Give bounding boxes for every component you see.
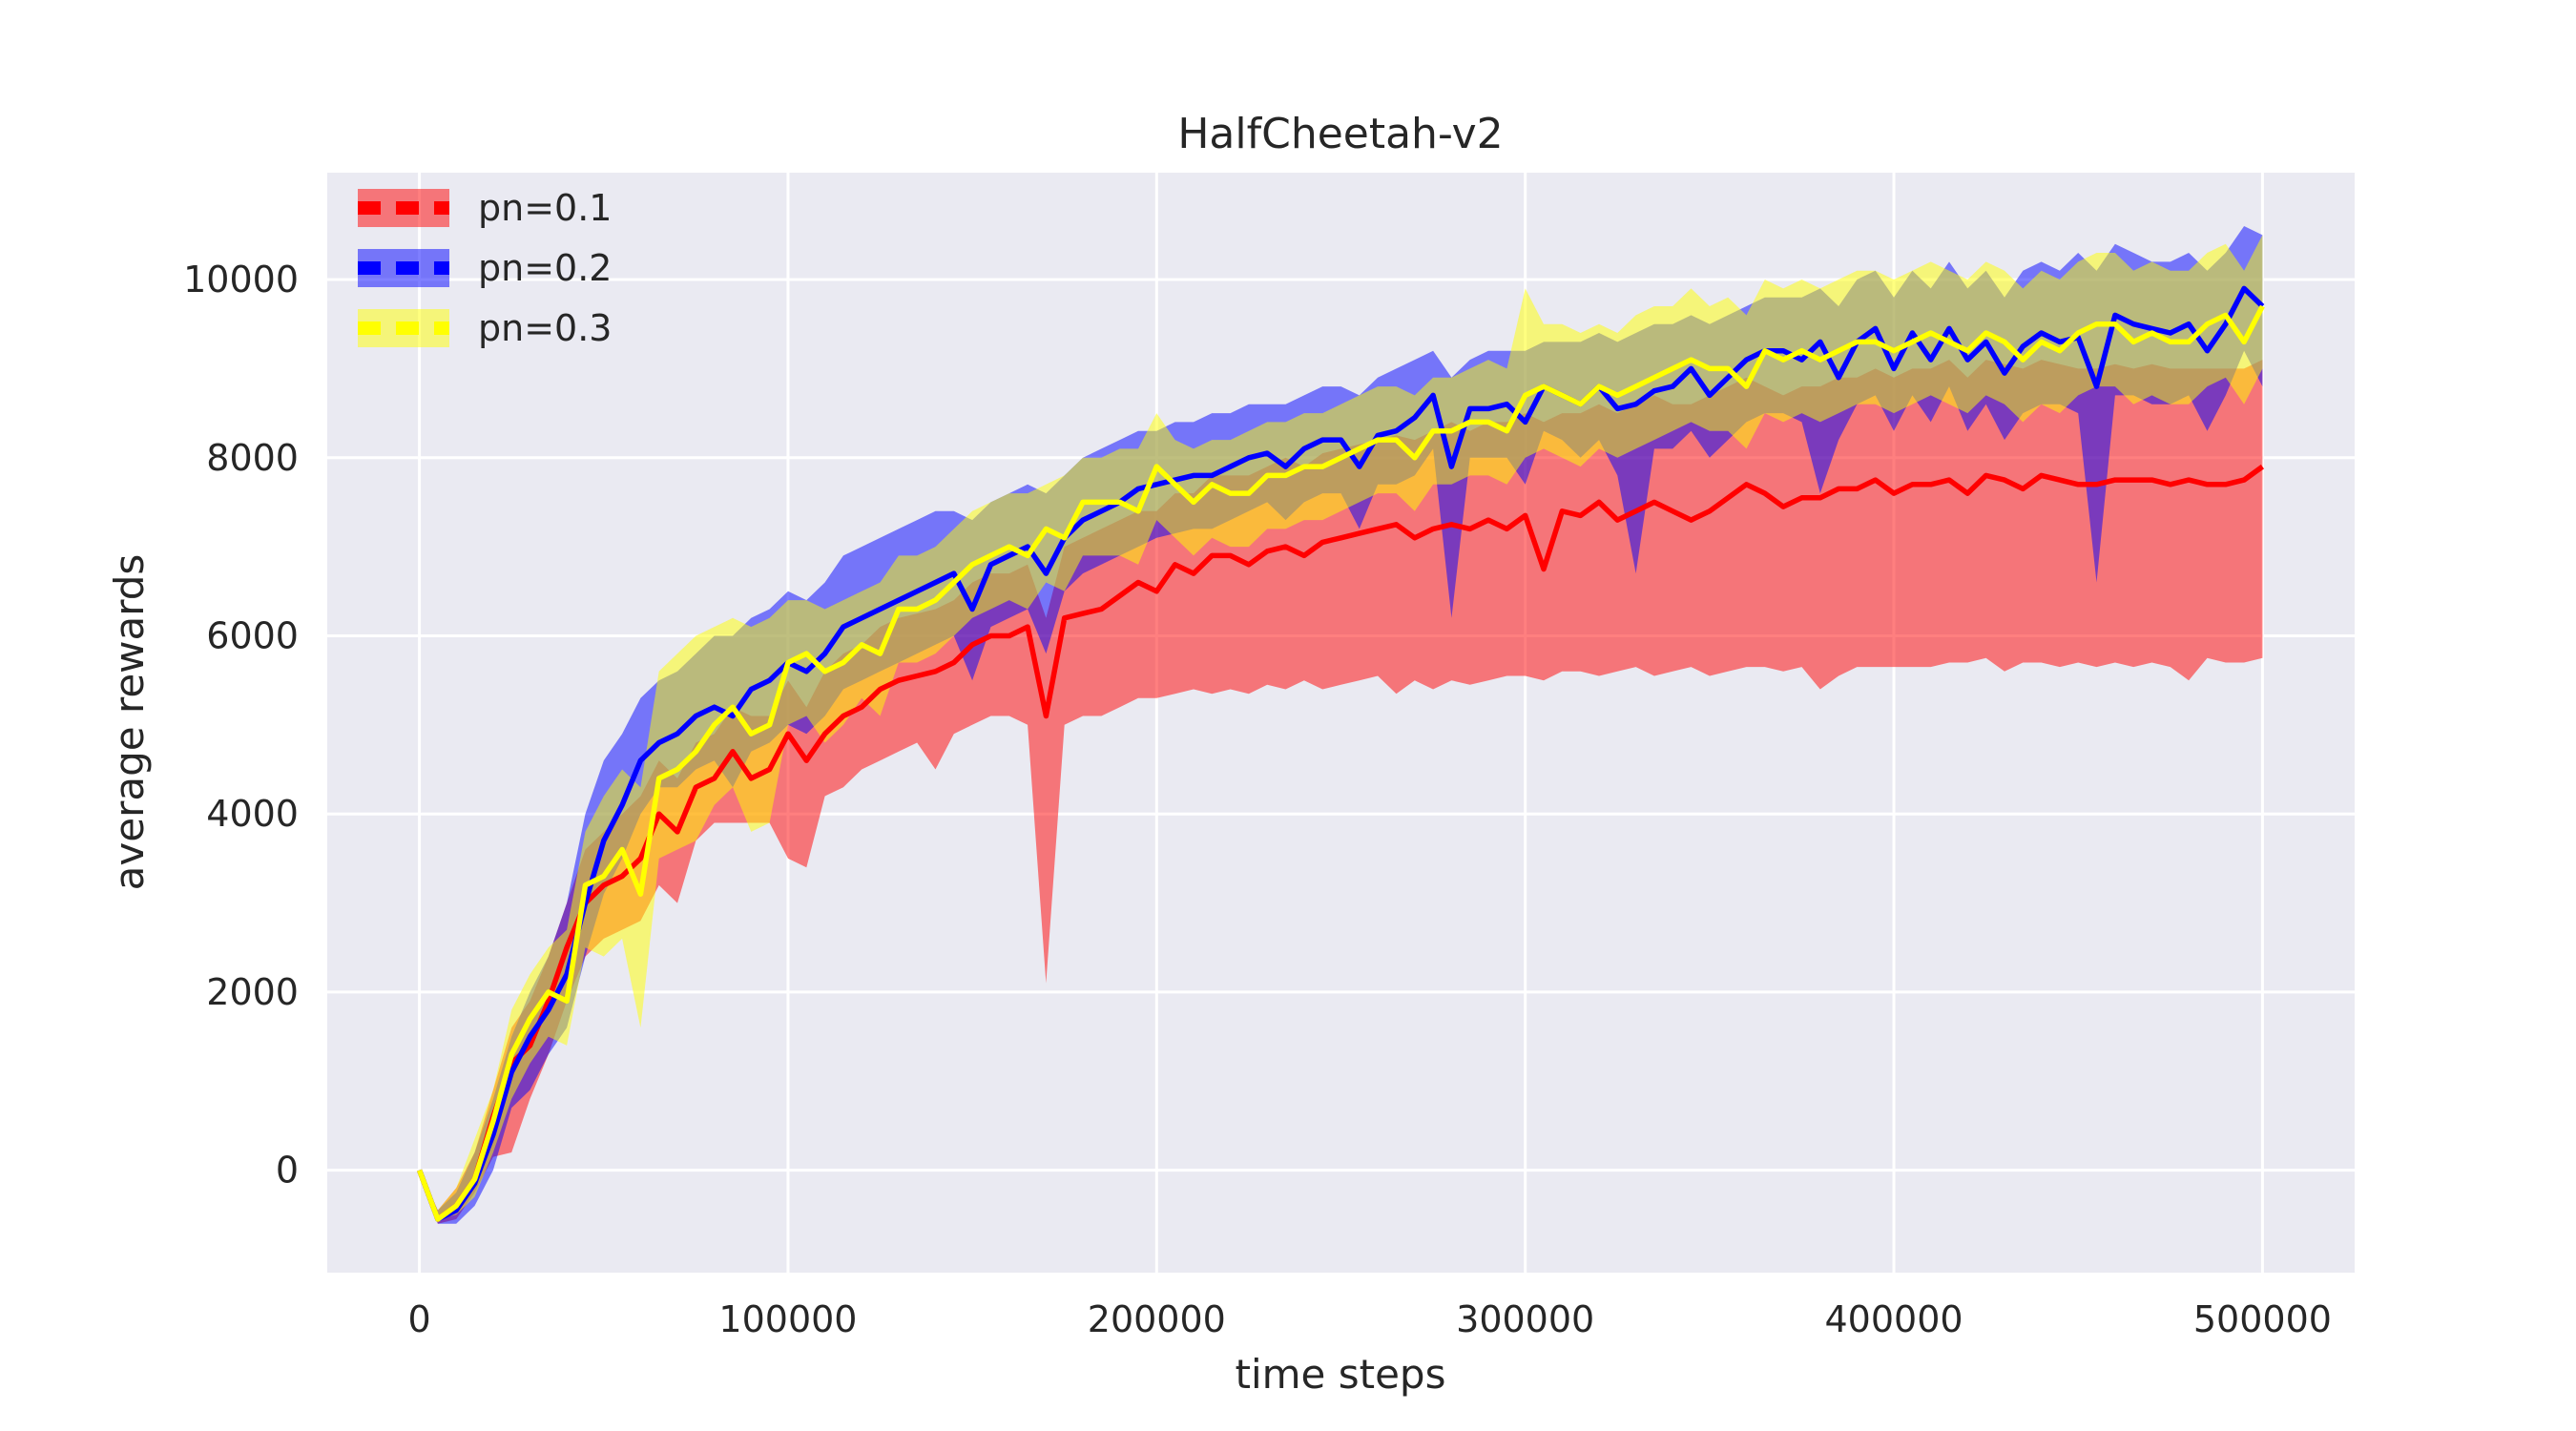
line-pn=0.1 [417, 464, 2265, 1222]
y-tick-label: 0 [276, 1150, 299, 1192]
y-tick-label: 10000 [183, 259, 299, 301]
y-tick-label: 6000 [206, 614, 299, 656]
x-tick-label: 100000 [718, 1298, 857, 1340]
y-tick-labels: 0 2000 4000 6000 8000 10000 [183, 259, 299, 1192]
y-tick-label: 8000 [206, 437, 299, 479]
x-tick-label: 400000 [1825, 1298, 1963, 1340]
legend-label: pn=0.3 [478, 307, 612, 349]
y-tick-label: 4000 [206, 793, 299, 835]
legend-label: pn=0.1 [478, 187, 612, 229]
x-tick-label: 300000 [1456, 1298, 1594, 1340]
legend: pn=0.1 pn=0.2 pn=0.3 [358, 187, 612, 349]
legend-item-pn=0.1: pn=0.1 [358, 187, 612, 229]
legend-item-pn=0.2: pn=0.2 [358, 247, 612, 289]
y-axis-label: average rewards [106, 554, 153, 891]
x-tick-label: 0 [407, 1298, 430, 1340]
x-axis-label: time steps [1236, 1351, 1446, 1398]
band-pn=0.1 [419, 360, 2263, 1224]
y-tick-label: 2000 [206, 971, 299, 1013]
x-tick-label: 500000 [2193, 1298, 2332, 1340]
legend-item-pn=0.3: pn=0.3 [358, 307, 612, 349]
chart-title: HalfCheetah-v2 [1177, 110, 1503, 158]
series-lines [417, 285, 2265, 1222]
x-tick-labels: 0 100000 200000 300000 400000 500000 [407, 1298, 2331, 1340]
line-pn=0.3 [417, 304, 2265, 1222]
legend-label: pn=0.2 [478, 247, 612, 289]
x-tick-label: 200000 [1088, 1298, 1226, 1340]
